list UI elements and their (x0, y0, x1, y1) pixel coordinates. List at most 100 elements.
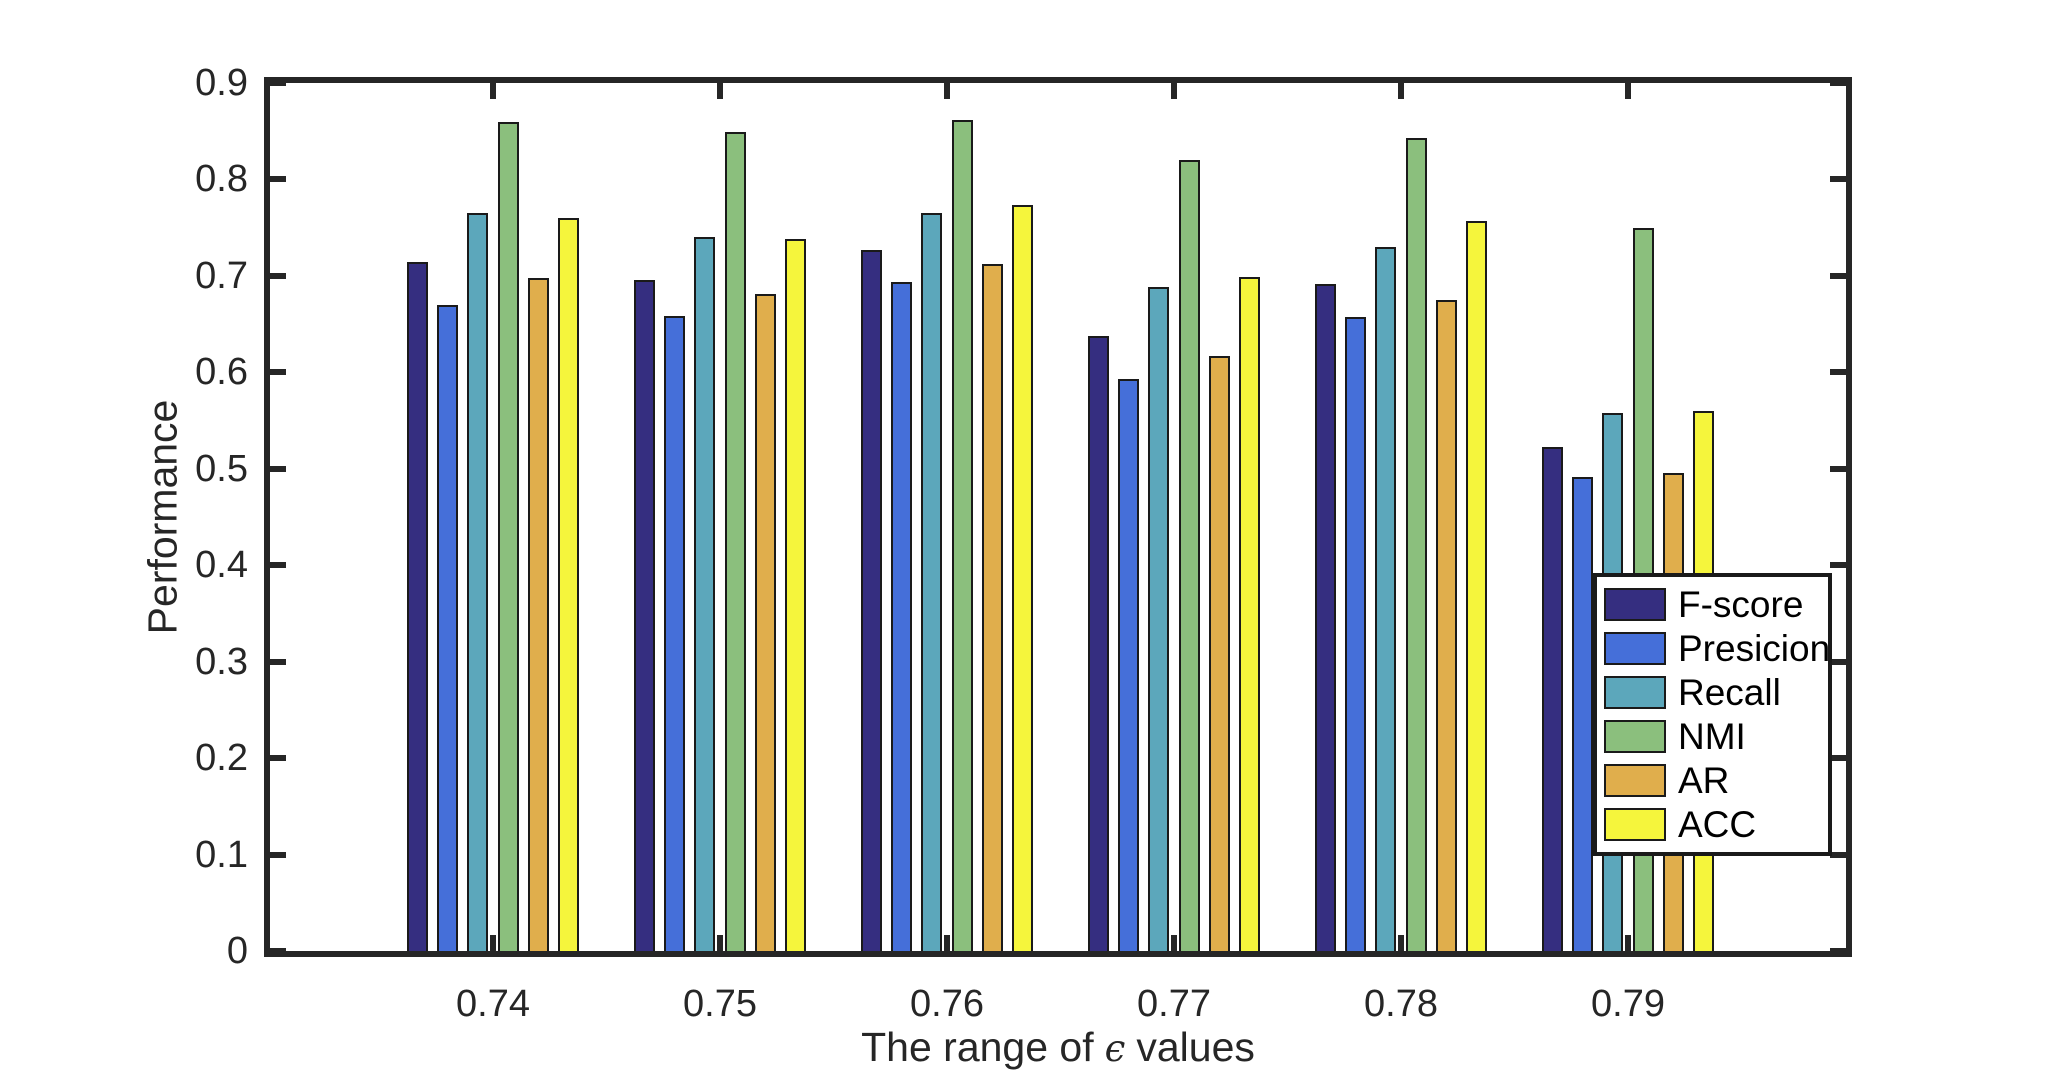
y-tick-right-0.3 (1830, 658, 1846, 665)
legend-label-acc: ACC (1678, 803, 1757, 845)
y-tick-label-0.3: 0.3 (195, 640, 248, 683)
y-tick-left-0.7 (270, 272, 286, 279)
bar-recall-0.75 (694, 237, 716, 954)
x-tick-label-0.75: 0.75 (683, 983, 757, 1025)
y-tick-left-0.3 (270, 658, 286, 665)
x-tick-bottom-0.79 (1625, 935, 1631, 951)
legend-swatch-recall (1604, 676, 1666, 710)
y-tick-label-0.7: 0.7 (195, 254, 248, 297)
bar-nmi-0.78 (1405, 138, 1427, 954)
bar-ar-0.75 (755, 294, 776, 954)
x-tick-bottom-0.74 (490, 935, 496, 951)
y-tick-left-0.2 (270, 755, 286, 762)
bar-ar-0.74 (528, 277, 549, 954)
y-tick-label-0.2: 0.2 (195, 737, 248, 780)
x-tick-top-0.76 (944, 83, 950, 99)
legend-swatch-nmi (1604, 719, 1666, 753)
legend-swatch-presicion (1604, 632, 1666, 666)
x-tick-bottom-0.75 (717, 935, 723, 951)
y-tick-right-0.6 (1830, 369, 1846, 376)
bar-ar-0.78 (1436, 300, 1457, 954)
bar-f-score-0.77 (1087, 335, 1109, 954)
bar-ar-0.77 (1209, 355, 1230, 954)
x-tick-label-0.77: 0.77 (1137, 983, 1211, 1025)
legend-item-f-score: F-score (1604, 584, 1824, 626)
y-tick-right-0.5 (1830, 465, 1846, 472)
epsilon-symbol: ϵ (1104, 1027, 1126, 1070)
bar-presicion-0.75 (664, 316, 685, 954)
bar-acc-0.74 (558, 218, 580, 954)
legend-swatch-f-score (1604, 588, 1666, 622)
legend-item-recall: Recall (1604, 672, 1824, 714)
y-tick-right-0.2 (1830, 755, 1846, 762)
y-tick-label-0.5: 0.5 (195, 447, 248, 490)
x-tick-top-0.78 (1398, 83, 1404, 99)
bar-recall-0.77 (1148, 286, 1170, 954)
x-tick-label-0.76: 0.76 (910, 983, 984, 1025)
legend-item-presicion: Presicion (1604, 628, 1830, 670)
y-tick-label-0: 0 (226, 930, 248, 972)
bar-presicion-0.79 (1572, 476, 1593, 954)
y-tick-right-0.1 (1830, 851, 1846, 858)
legend-label-ar: AR (1678, 759, 1730, 801)
x-tick-top-0.75 (717, 83, 723, 99)
legend: F-score Presicion Recall NMI AR ACC (1593, 573, 1832, 856)
bar-nmi-0.75 (724, 132, 746, 954)
y-tick-left-0.1 (270, 851, 286, 858)
legend-label-nmi: NMI (1678, 715, 1746, 757)
y-tick-left-0 (270, 948, 286, 954)
bar-recall-0.74 (467, 213, 489, 954)
y-tick-label-0.6: 0.6 (195, 351, 248, 394)
x-tick-bottom-0.78 (1398, 935, 1404, 951)
x-tick-label-0.79: 0.79 (1591, 983, 1665, 1025)
bar-acc-0.76 (1012, 204, 1034, 954)
bar-f-score-0.76 (860, 249, 882, 954)
y-tick-left-0.8 (270, 176, 286, 183)
x-tick-bottom-0.77 (1171, 935, 1177, 951)
bar-presicion-0.77 (1118, 379, 1139, 954)
y-tick-label-0.8: 0.8 (195, 158, 248, 201)
legend-label-presicion: Presicion (1678, 628, 1831, 670)
y-tick-left-0.4 (270, 562, 286, 569)
x-tick-label-0.74: 0.74 (456, 983, 530, 1025)
x-axis-title-prefix: The range of (861, 1024, 1094, 1070)
legend-swatch-ar (1604, 763, 1666, 797)
bar-recall-0.76 (921, 213, 943, 954)
legend-label-recall: Recall (1678, 672, 1781, 714)
legend-item-acc: ACC (1604, 803, 1824, 845)
legend-item-ar: AR (1604, 759, 1824, 801)
y-tick-right-0.7 (1830, 272, 1846, 279)
bar-presicion-0.78 (1345, 317, 1366, 954)
x-tick-bottom-0.76 (944, 935, 950, 951)
bar-presicion-0.74 (437, 304, 459, 954)
legend-label-f-score: F-score (1678, 584, 1804, 626)
y-tick-right-0 (1830, 948, 1846, 954)
y-tick-left-0.9 (270, 80, 286, 86)
bar-f-score-0.75 (633, 279, 655, 954)
bar-f-score-0.79 (1541, 446, 1563, 954)
bar-recall-0.78 (1375, 247, 1397, 954)
x-tick-top-0.79 (1625, 83, 1631, 99)
y-tick-label-0.4: 0.4 (195, 544, 248, 587)
bar-nmi-0.76 (951, 119, 973, 954)
y-tick-left-0.6 (270, 369, 286, 376)
bar-nmi-0.77 (1178, 160, 1200, 954)
legend-swatch-acc (1604, 807, 1666, 841)
bar-f-score-0.78 (1314, 283, 1336, 954)
bar-nmi-0.74 (497, 121, 519, 954)
bar-acc-0.77 (1239, 276, 1261, 954)
bar-acc-0.78 (1466, 220, 1488, 954)
x-tick-top-0.77 (1171, 83, 1177, 99)
y-tick-label-0.1: 0.1 (195, 833, 248, 876)
x-tick-top-0.74 (490, 83, 496, 99)
x-axis-title: The range of ϵ values (861, 1022, 1255, 1072)
y-tick-label-0.9: 0.9 (195, 62, 248, 104)
y-tick-right-0.9 (1830, 80, 1846, 86)
bar-f-score-0.74 (406, 262, 428, 954)
x-axis-title-suffix: values (1136, 1024, 1255, 1070)
bar-ar-0.76 (982, 264, 1003, 954)
y-tick-right-0.8 (1830, 176, 1846, 183)
x-tick-label-0.78: 0.78 (1364, 983, 1438, 1025)
y-tick-left-0.5 (270, 465, 286, 472)
